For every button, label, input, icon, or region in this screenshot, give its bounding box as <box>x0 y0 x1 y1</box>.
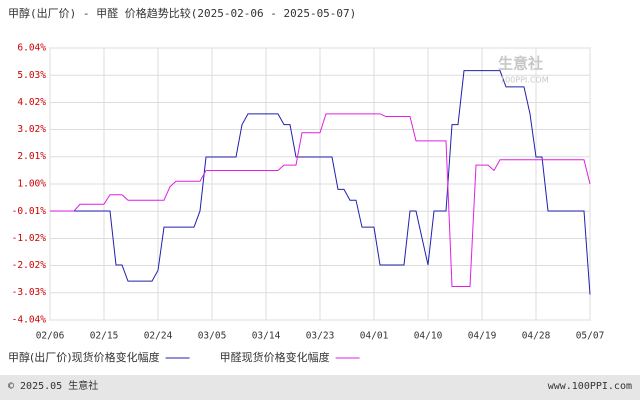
watermark-name: 生意社 <box>498 55 543 73</box>
x-tick-label: 02/24 <box>144 331 173 342</box>
x-tick-label: 03/05 <box>198 331 227 342</box>
x-tick-label: 05/07 <box>576 331 605 342</box>
y-tick-label: -4.04% <box>12 315 47 326</box>
legend-label: 甲醛现货价格变化幅度 <box>220 350 330 364</box>
y-tick-label: 4.02% <box>17 97 46 108</box>
x-tick-label: 02/15 <box>90 331 119 342</box>
y-tick-label: -3.03% <box>12 287 47 298</box>
x-tick-label: 04/28 <box>522 331 551 342</box>
x-tick-label: 04/19 <box>468 331 497 342</box>
x-tick-label: 03/14 <box>252 331 281 342</box>
y-tick-label: 6.04% <box>17 43 46 54</box>
watermark-site: 100PPI.COM <box>500 76 549 85</box>
series-line <box>50 113 591 288</box>
y-tick-label: 2.01% <box>17 151 46 162</box>
y-tick-label: -2.02% <box>12 260 47 271</box>
y-tick-label: 3.02% <box>17 124 46 135</box>
series-line <box>50 70 591 295</box>
chart-title: 甲醇(出厂价) - 甲醛 价格趋势比较(2025-02-06 - 2025-05… <box>8 6 356 20</box>
y-tick-label: -1.02% <box>12 233 47 244</box>
footer-band <box>0 375 640 400</box>
x-tick-label: 03/23 <box>306 331 335 342</box>
x-tick-label: 04/01 <box>360 331 389 342</box>
x-tick-label: 02/06 <box>36 331 65 342</box>
legend-label: 甲醇(出厂价)现货价格变化幅度 <box>8 350 160 364</box>
y-tick-label: 1.00% <box>17 179 46 190</box>
footer-right: www.100PPI.com <box>548 381 632 392</box>
x-tick-label: 04/10 <box>414 331 443 342</box>
plot-area: 6.04% 5.03% 4.02% 3.02% 2.01% 1.00% -0.01% -1.0… <box>12 43 605 342</box>
footer-left: © 2025.05 生意社 <box>8 379 98 392</box>
y-tick-label: -0.01% <box>12 206 47 217</box>
y-tick-label: 5.03% <box>17 70 46 81</box>
